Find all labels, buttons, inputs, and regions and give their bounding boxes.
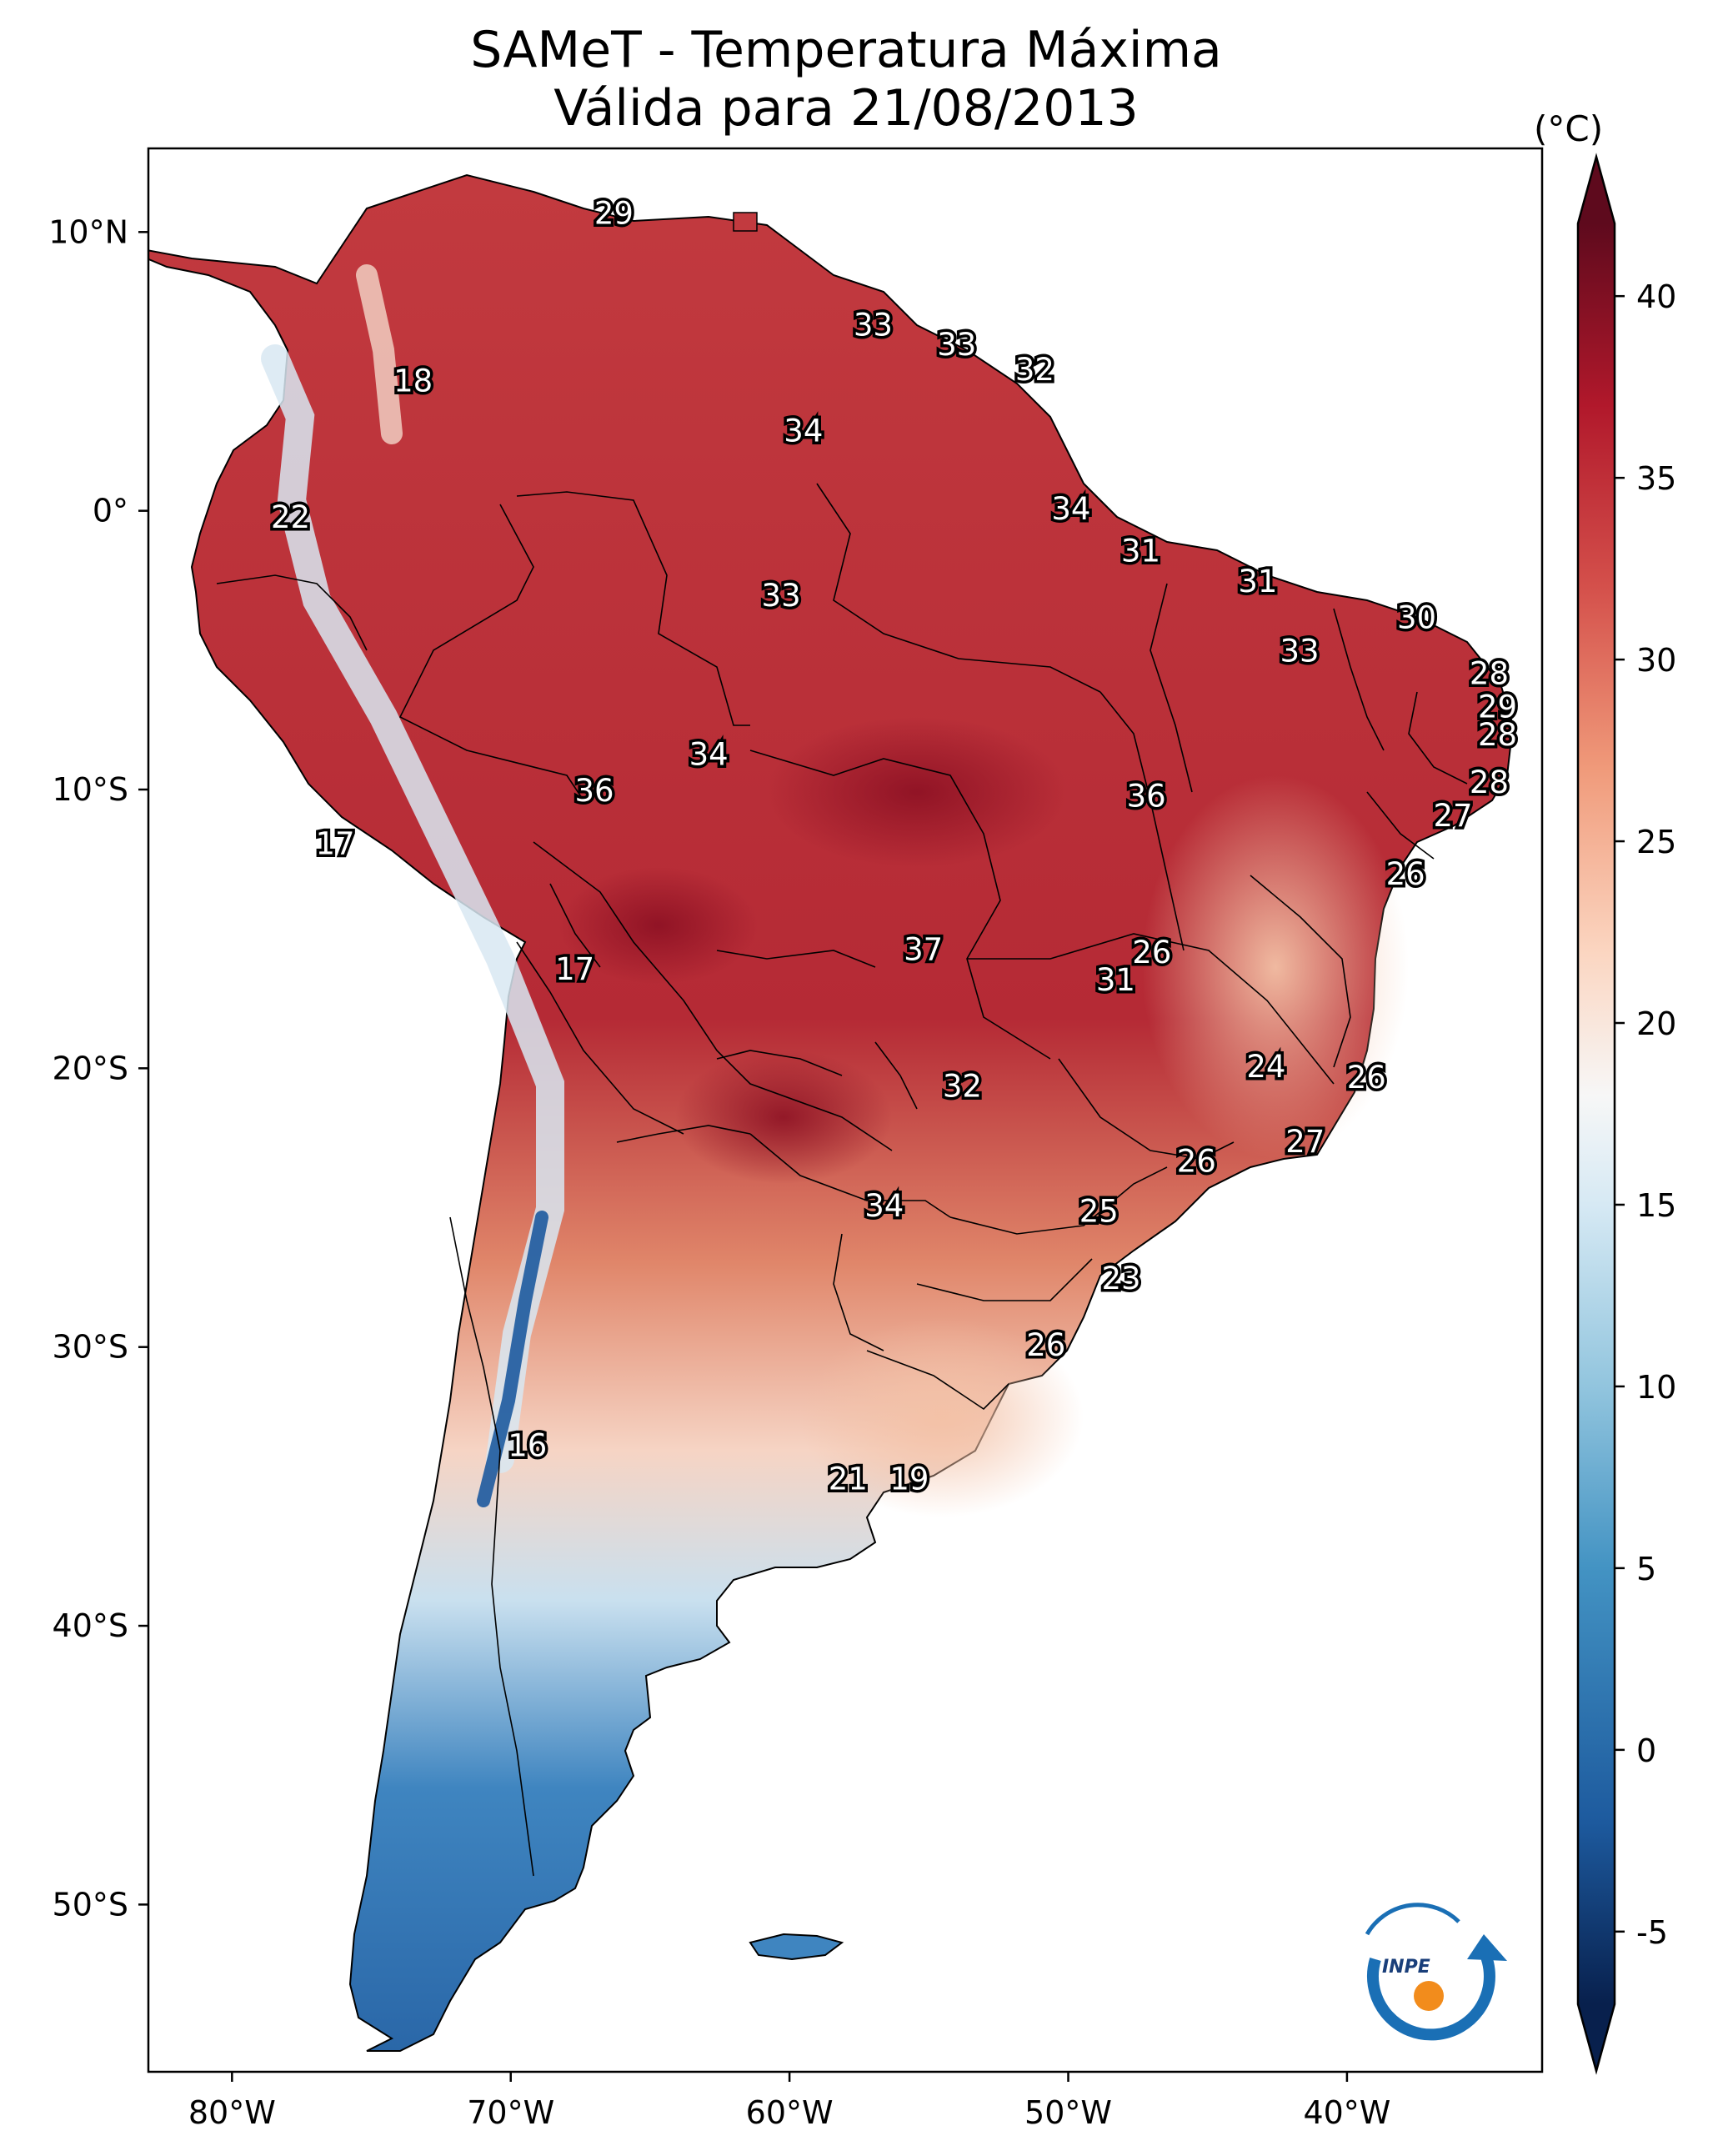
logo-text: INPE	[1382, 1957, 1430, 1978]
lat-tick-label: 0°	[93, 493, 128, 529]
lat-tick-label: 20°S	[53, 1050, 128, 1086]
temperature-label: 28	[1470, 765, 1509, 800]
lon-tick-label: 60°W	[746, 2094, 834, 2131]
colorbar-tick-label: 20	[1636, 1005, 1676, 1042]
temperature-label: 26	[1386, 856, 1425, 892]
temperature-label: 33	[937, 327, 976, 363]
temperature-label: 17	[316, 825, 355, 861]
temperature-label: 37	[904, 931, 943, 967]
trinidad-island	[733, 212, 758, 232]
lat-tick-label: 10°S	[53, 771, 128, 808]
logo-sun-icon	[1414, 1981, 1444, 2011]
map-title: SAMeT - Temperatura Máxima	[470, 21, 1222, 79]
colorbar-tick-label: 15	[1636, 1187, 1676, 1224]
lon-tick-label: 50°W	[1024, 2094, 1112, 2131]
temperature-label: 32	[1015, 352, 1054, 388]
lat-tick-label: 30°S	[53, 1329, 128, 1366]
temperature-label: 28	[1470, 655, 1509, 691]
lon-tick-label: 40°W	[1303, 2094, 1390, 2131]
map-frame	[147, 147, 1544, 2073]
logo-swoosh-icon	[1365, 1903, 1460, 1936]
axis-layer: 80°W 70°W 60°W 50°W 40°W 10°N 0° 10°S 20°S 30°S 40…	[48, 213, 1390, 2131]
colorbar-scale	[1576, 153, 1616, 2075]
temperature-label: 32	[943, 1068, 982, 1104]
colorbar-tick-label: 35	[1636, 460, 1676, 497]
temperature-label: 36	[1127, 779, 1166, 815]
temperature-label: 28	[1478, 717, 1517, 753]
temperature-label: 36	[574, 773, 614, 809]
temperature-label: 30	[1397, 600, 1436, 636]
colorbar-tick-label: 0	[1636, 1732, 1656, 1769]
cooler-south	[800, 1317, 1084, 1517]
colorbar-tick-label: -5	[1636, 1914, 1668, 1951]
temperature-label: 18	[393, 363, 433, 399]
temperature-label: 34	[689, 736, 729, 772]
temperature-label: 16	[508, 1428, 547, 1464]
temperature-label: 24	[1246, 1049, 1285, 1085]
temperature-label: 26	[1177, 1144, 1216, 1180]
colorbar-tick-label: 30	[1636, 642, 1676, 679]
temperature-label: 31	[1121, 533, 1160, 569]
temperature-label: 29	[594, 196, 634, 232]
colorbar-tick-label: 5	[1636, 1551, 1656, 1587]
colorbar: 40 35 30 25 20 15 10 5 0 -5	[1576, 153, 1676, 2075]
temperature-label: 26	[1132, 935, 1171, 970]
temperature-label: 21	[829, 1462, 868, 1497]
hot-core-paraguay	[675, 1050, 892, 1184]
map-area	[148, 173, 1515, 2052]
inpe-logo: INPE	[1365, 1903, 1507, 2041]
falkland-islands	[749, 1933, 844, 1961]
temperature-label: 33	[1280, 634, 1320, 669]
lat-tick-label: 50°S	[53, 1886, 128, 1923]
temperature-label: 25	[1079, 1194, 1119, 1230]
colorbar-tick-label: 25	[1636, 824, 1676, 860]
andes-cold-ridge	[477, 1211, 548, 1507]
temperature-label: 31	[1096, 962, 1135, 998]
logo-arc-icon	[1366, 1948, 1495, 2041]
hot-core-bolivia	[558, 867, 759, 984]
temperature-label: 31	[1238, 564, 1277, 599]
temperature-label: 34	[1051, 491, 1090, 527]
cooler-southeast	[1142, 775, 1409, 1159]
temperature-label: 17	[555, 951, 594, 987]
map-subtitle: Válida para 21/08/2013	[553, 79, 1139, 138]
colombia-cool	[356, 264, 403, 444]
lon-tick-label: 70°W	[467, 2094, 554, 2131]
temperature-label: 22	[271, 499, 310, 535]
temperature-label: 23	[1102, 1261, 1141, 1296]
lat-tick-label: 40°S	[53, 1607, 128, 1644]
colorbar-unit: (°C)	[1534, 108, 1604, 149]
temperature-label: 34	[784, 414, 823, 449]
temperature-label: 34	[864, 1188, 904, 1224]
temperature-label: 33	[854, 307, 893, 343]
hot-core-central	[767, 717, 1067, 867]
temperature-label: 29	[1478, 689, 1517, 725]
temperature-label: 26	[1026, 1327, 1065, 1363]
colorbar-tick-label: 40	[1636, 278, 1676, 315]
colorbar-tick-label: 10	[1636, 1369, 1676, 1406]
temperature-label: 27	[1433, 798, 1472, 834]
logo-arrow-icon	[1467, 1934, 1507, 1961]
political-boundaries	[216, 483, 1468, 1877]
lon-tick-label: 80°W	[188, 2094, 276, 2131]
colorbar-ticks: 40 35 30 25 20 15 10 5 0 -5	[1615, 278, 1676, 1951]
temperature-label: 33	[762, 578, 801, 614]
temperature-label: 27	[1285, 1124, 1325, 1160]
temperature-label: 26	[1347, 1060, 1386, 1096]
lat-tick-label: 10°N	[48, 213, 128, 250]
temperature-label: 19	[889, 1462, 929, 1497]
